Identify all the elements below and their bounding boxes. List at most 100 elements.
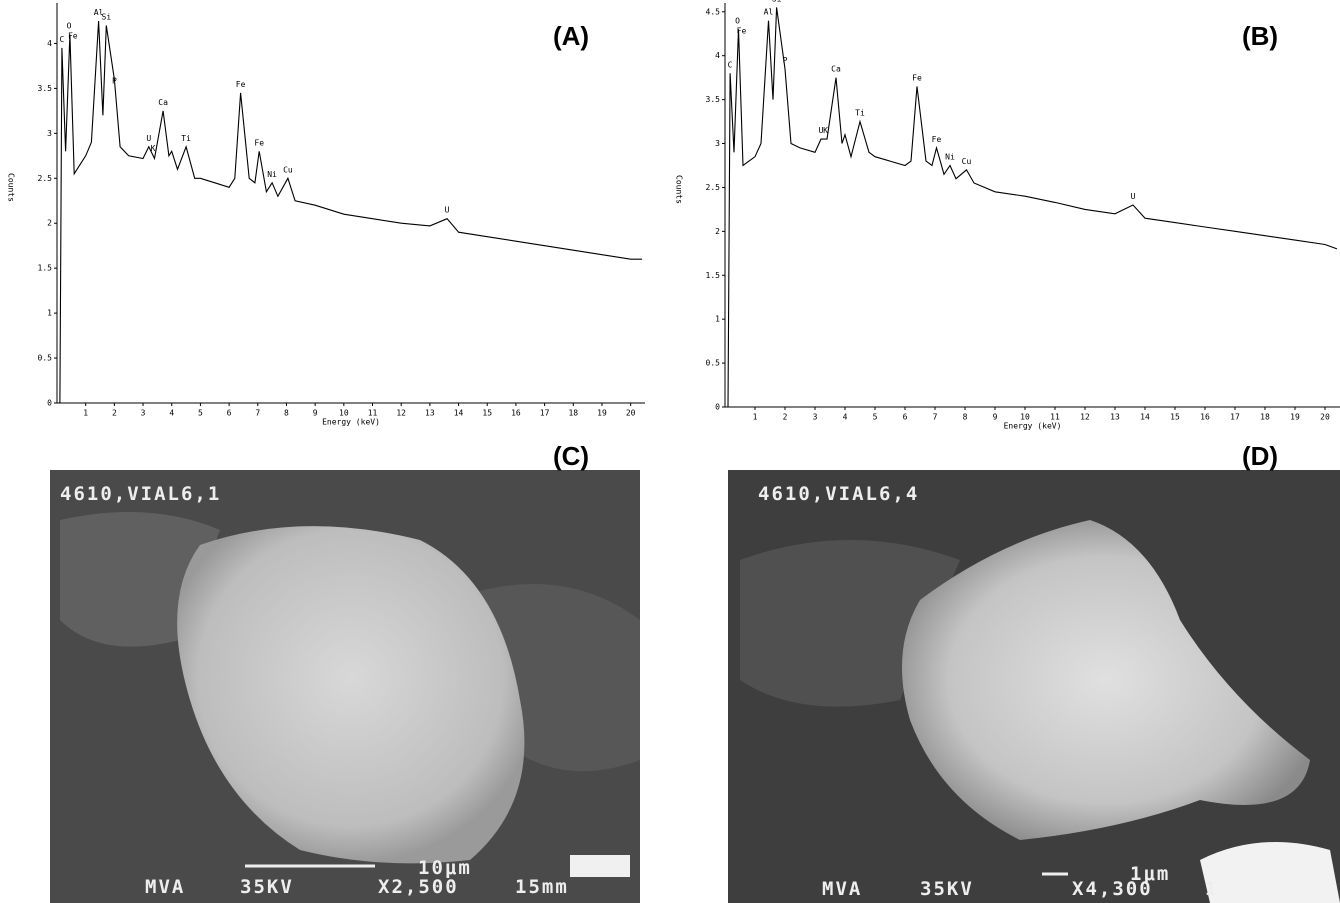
peak-label: K <box>151 144 156 153</box>
y-tick-label: 3.5 <box>38 84 53 93</box>
x-tick-label: 8 <box>284 409 289 418</box>
peak-label: Al <box>764 8 774 17</box>
x-tick-label: 5 <box>873 413 878 422</box>
x-tick-label: 15 <box>482 409 492 418</box>
x-tick-label: 10 <box>339 409 349 418</box>
sem-label: 1 <box>1205 878 1218 900</box>
x-tick-label: 10 <box>1020 413 1030 422</box>
x-tick-label: 9 <box>313 409 318 418</box>
y-tick-label: 3.5 <box>706 95 721 104</box>
peak-label: U <box>819 126 824 135</box>
peak-label: U <box>146 134 151 143</box>
sem-label: 15mm <box>515 876 569 898</box>
panel-label: (B) <box>1242 21 1278 51</box>
y-axis-title: Counts <box>675 175 684 204</box>
sem-label: 35KV <box>240 876 294 898</box>
x-tick-label: 12 <box>1080 413 1090 422</box>
y-tick-label: 1 <box>47 309 52 318</box>
x-axis-title: Energy (keV) <box>322 418 380 427</box>
x-tick-label: 9 <box>993 413 998 422</box>
peak-label: Fe <box>912 73 922 82</box>
y-axis-title: Counts <box>7 173 16 202</box>
x-tick-label: 17 <box>1230 413 1240 422</box>
peak-label: Ca <box>158 98 168 107</box>
panel-label: (D) <box>1242 441 1278 471</box>
x-tick-label: 15 <box>1170 413 1180 422</box>
x-tick-label: 7 <box>933 413 938 422</box>
y-tick-label: 1.5 <box>38 264 53 273</box>
y-tick-label: 0.5 <box>706 359 721 368</box>
sem-label: X2,500 <box>378 876 459 898</box>
y-tick-label: 3 <box>47 129 52 138</box>
x-tick-label: 8 <box>963 413 968 422</box>
peak-label: U <box>445 206 450 215</box>
peak-label: Ti <box>181 134 191 143</box>
sem-label: X4,300 <box>1072 878 1153 900</box>
peak-label: Fe <box>737 26 747 35</box>
y-tick-label: 2.5 <box>38 174 53 183</box>
x-tick-label: 6 <box>227 409 232 418</box>
peak-label: U <box>1131 192 1136 201</box>
x-tick-label: 11 <box>1050 413 1060 422</box>
x-tick-label: 17 <box>540 409 550 418</box>
y-tick-label: 0 <box>47 399 52 408</box>
x-tick-label: 20 <box>626 409 636 418</box>
sem-label: 4610,VIAL6,1 <box>60 483 221 505</box>
x-tick-label: 18 <box>568 409 578 418</box>
sem-scale: 10μm <box>418 857 472 879</box>
x-tick-label: 20 <box>1320 413 1330 422</box>
peak-label: Ni <box>945 152 955 161</box>
spectrum-line <box>725 7 1338 408</box>
sem-label: 35KV <box>920 878 974 900</box>
x-tick-label: 3 <box>813 413 818 422</box>
x-tick-label: 13 <box>425 409 435 418</box>
x-tick-label: 16 <box>1200 413 1210 422</box>
sem-image-c <box>50 470 640 903</box>
x-tick-label: 11 <box>368 409 378 418</box>
x-tick-label: 6 <box>903 413 908 422</box>
y-tick-label: 4.5 <box>706 7 721 16</box>
peak-label: C <box>59 35 64 44</box>
x-tick-label: 18 <box>1260 413 1270 422</box>
sem-image-d <box>728 470 1340 903</box>
peak-label: Si <box>772 0 782 3</box>
x-tick-label: 4 <box>169 409 174 418</box>
y-tick-label: 0 <box>715 403 720 412</box>
x-tick-label: 13 <box>1110 413 1120 422</box>
peak-label: Ti <box>855 109 865 118</box>
sem-label: MVA <box>822 878 862 900</box>
peak-label: P <box>112 76 117 85</box>
x-tick-label: 2 <box>112 409 117 418</box>
peak-label: P <box>783 56 788 65</box>
x-tick-label: 19 <box>597 409 607 418</box>
peak-label: Fe <box>254 138 264 147</box>
peak-label: Cu <box>283 165 293 174</box>
x-tick-label: 1 <box>83 409 88 418</box>
peak-label: O <box>67 21 72 30</box>
panel-label: (C) <box>553 441 589 471</box>
y-tick-label: 4 <box>47 39 52 48</box>
y-tick-label: 4 <box>715 51 720 60</box>
spectrum-line <box>57 20 643 404</box>
y-tick-label: 3 <box>715 139 720 148</box>
peak-label: Ca <box>831 65 841 74</box>
x-tick-label: 16 <box>511 409 521 418</box>
x-tick-label: 7 <box>255 409 260 418</box>
x-axis-title: Energy (keV) <box>1004 422 1062 431</box>
peak-label: Fe <box>932 135 942 144</box>
y-tick-label: 0.5 <box>38 354 53 363</box>
panel-label: (A) <box>553 21 589 51</box>
x-tick-label: 4 <box>843 413 848 422</box>
x-tick-label: 2 <box>783 413 788 422</box>
x-tick-label: 14 <box>1140 413 1150 422</box>
peak-label: Si <box>102 12 112 21</box>
y-tick-label: 2 <box>47 219 52 228</box>
peak-label: Ni <box>267 170 277 179</box>
x-tick-label: 12 <box>396 409 406 418</box>
peak-label: Cu <box>962 157 972 166</box>
y-tick-label: 2.5 <box>706 183 721 192</box>
x-tick-label: 19 <box>1290 413 1300 422</box>
peak-label: Fe <box>68 31 78 40</box>
peak-label: O <box>735 16 740 25</box>
